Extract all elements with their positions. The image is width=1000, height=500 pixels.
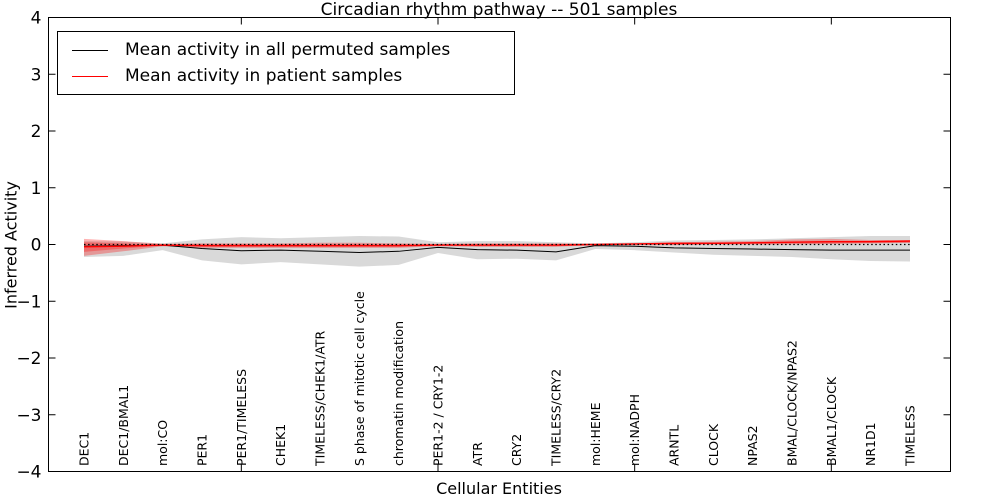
category-label: PER1: [195, 434, 210, 466]
category-label: CRY2: [509, 434, 524, 466]
category-label: NR1D1: [863, 422, 878, 466]
series-line-permuted: [83, 244, 910, 253]
category-label: chromatin modification: [391, 321, 406, 466]
y-tick-label: 4: [31, 9, 42, 29]
category-label: TIMELESS/CHEK1/ATR: [313, 330, 328, 467]
category-label: BMAL1/CLOCK: [824, 376, 839, 466]
category-label: CLOCK: [706, 423, 721, 466]
category-label: TIMELESS: [903, 405, 918, 467]
y-tick-label: 2: [31, 122, 42, 142]
category-label: DEC1/BMAL1: [116, 385, 131, 466]
y-tick-label: −2: [16, 349, 41, 369]
legend-entry-patient: Mean activity in patient samples: [58, 66, 514, 86]
legend-line-permuted-icon: [72, 49, 108, 51]
chart-title: Circadian rhythm pathway -- 501 samples: [320, 0, 678, 20]
y-tick-label: 3: [31, 65, 42, 85]
category-label: DEC1: [77, 432, 92, 466]
category-label: PER1/TIMELESS: [234, 369, 249, 466]
category-label: mol:HEME: [588, 402, 603, 466]
category-label: mol:NADPH: [627, 394, 642, 466]
y-tick-label: 1: [31, 179, 42, 199]
y-axis-label: Inferred Activity: [1, 181, 21, 309]
category-label: ATR: [470, 442, 485, 466]
series-line-patient: [83, 240, 911, 248]
y-tick-label: −1: [16, 292, 41, 312]
legend: Mean activity in all permuted samples Me…: [57, 31, 515, 95]
y-tick-label: 0: [31, 236, 42, 256]
category-label: PER1-2 / CRY1-2: [431, 365, 446, 466]
category-label: BMAL/CLOCK/NPAS2: [785, 340, 800, 466]
category-label: CHEK1: [273, 424, 288, 466]
x-axis-label: Cellular Entities: [436, 479, 562, 498]
category-label: mol:CO: [155, 420, 170, 466]
category-label: S phase of mitotic cell cycle: [352, 291, 367, 466]
legend-label-patient: Mean activity in patient samples: [125, 66, 403, 86]
legend-label-permuted: Mean activity in all permuted samples: [125, 40, 451, 60]
legend-line-patient-icon: [72, 75, 108, 77]
y-tick-label: −4: [16, 463, 41, 483]
category-label: TIMELESS/CRY2: [549, 369, 564, 467]
category-label: ARNTL: [667, 425, 682, 466]
y-tick-label: −3: [16, 406, 41, 426]
legend-entry-permuted: Mean activity in all permuted samples: [58, 40, 514, 60]
category-label: NPAS2: [745, 425, 760, 466]
